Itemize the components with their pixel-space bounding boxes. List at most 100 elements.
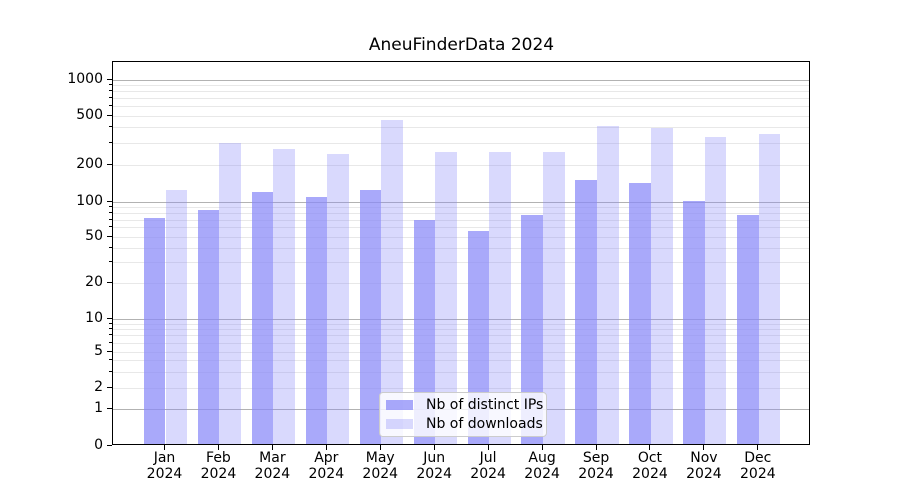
minor-gridline [113, 219, 809, 221]
y-minor-tick-mark [109, 350, 112, 352]
x-tick-mark [595, 445, 597, 450]
y-tick-mark [107, 78, 112, 80]
major-gridline [113, 79, 809, 81]
y-minor-tick-mark [109, 90, 112, 92]
minor-gridline [113, 262, 809, 264]
y-minor-tick-mark [109, 246, 112, 248]
x-tick-mark [379, 445, 381, 450]
y-tick-label: 5 [94, 343, 103, 359]
x-tick-mark [703, 445, 705, 450]
y-minor-tick-mark [109, 359, 112, 361]
x-tick-label: Jan 2024 [146, 450, 183, 482]
y-minor-tick-mark [109, 226, 112, 228]
bar-nb-of-distinct-ips-jul [467, 231, 490, 444]
minor-gridline [113, 164, 809, 166]
bar-nb-of-distinct-ips-dec [737, 215, 759, 444]
x-tick-label: Jul 2024 [470, 450, 506, 482]
bar-nb-of-downloads-dec [758, 133, 781, 444]
y-tick-label: 20 [85, 274, 103, 290]
minor-gridline [113, 236, 809, 238]
bar-nb-of-downloads-jun [435, 151, 457, 444]
x-tick-label: Aug 2024 [524, 450, 560, 482]
legend-item-downloads: Nb of downloads [386, 416, 543, 432]
x-tick-mark [541, 445, 543, 450]
y-tick-label: 100 [76, 193, 103, 209]
y-minor-tick-mark [109, 218, 112, 220]
y-tick-mark [107, 444, 112, 446]
minor-gridline [113, 227, 809, 229]
y-minor-tick-mark [109, 341, 112, 343]
minor-gridline [113, 387, 809, 389]
minor-gridline [113, 115, 809, 117]
bar-nb-of-distinct-ips-mar [251, 192, 274, 444]
minor-gridline [113, 282, 809, 284]
x-tick-mark [649, 445, 651, 450]
x-tick-mark [217, 445, 219, 450]
y-minor-tick-mark [109, 281, 112, 283]
minor-gridline [113, 360, 809, 362]
y-tick-label: 50 [85, 228, 103, 244]
y-minor-tick-mark [109, 334, 112, 336]
x-tick-label: Dec 2024 [740, 450, 776, 482]
bar-nb-of-distinct-ips-apr [305, 196, 328, 444]
y-tick-label: 2 [94, 379, 103, 395]
bar-nb-of-downloads-may [381, 120, 403, 444]
minor-gridline [113, 323, 809, 325]
y-minor-tick-mark [109, 261, 112, 263]
legend-label-distinct-ips: Nb of distinct IPs [426, 397, 544, 414]
y-minor-tick-mark [109, 205, 112, 207]
y-tick-label: 200 [76, 156, 103, 172]
x-tick-label: Nov 2024 [686, 450, 722, 482]
bar-nb-of-downloads-jul [489, 152, 511, 444]
minor-gridline [113, 98, 809, 100]
minor-gridline [113, 142, 809, 144]
y-minor-tick-mark [109, 211, 112, 213]
x-tick-mark [433, 445, 435, 450]
bar-nb-of-distinct-ips-nov [683, 200, 705, 444]
bar-nb-of-downloads-jan [165, 190, 188, 444]
legend: Nb of distinct IPs Nb of downloads [379, 392, 547, 437]
minor-gridline [113, 212, 809, 214]
y-tick-mark [107, 407, 112, 409]
y-minor-tick-mark [109, 386, 112, 388]
plot-canvas [113, 62, 809, 444]
minor-gridline [113, 342, 809, 344]
legend-item-distinct-ips: Nb of distinct IPs [386, 397, 543, 413]
legend-swatch-downloads [386, 418, 413, 429]
y-minor-tick-mark [109, 141, 112, 143]
bar-nb-of-distinct-ips-aug [521, 214, 544, 444]
y-tick-label: 1 [94, 400, 103, 416]
x-tick-mark [271, 445, 273, 450]
bar-nb-of-downloads-aug [543, 152, 565, 444]
minor-gridline [113, 91, 809, 93]
y-tick-label: 1000 [67, 71, 103, 87]
y-minor-tick-mark [109, 114, 112, 116]
y-tick-label: 10 [85, 310, 103, 326]
y-minor-tick-mark [109, 235, 112, 237]
x-tick-label: Feb 2024 [200, 450, 237, 482]
y-tick-label: 500 [76, 107, 103, 123]
bar-nb-of-downloads-apr [327, 154, 349, 444]
x-tick-mark [325, 445, 327, 450]
y-tick-mark [107, 317, 112, 319]
plot-area [112, 61, 810, 445]
x-tick-label: Oct 2024 [632, 450, 668, 482]
minor-gridline [113, 84, 809, 86]
x-tick-label: Apr 2024 [308, 450, 345, 482]
y-minor-tick-mark [109, 83, 112, 85]
bar-nb-of-distinct-ips-jan [143, 217, 166, 444]
y-minor-tick-mark [109, 322, 112, 324]
y-minor-tick-mark [109, 370, 112, 372]
bar-nb-of-distinct-ips-feb [197, 210, 220, 444]
bar-nb-of-downloads-nov [704, 137, 727, 444]
minor-gridline [113, 247, 809, 249]
legend-swatch-distinct-ips [386, 400, 413, 411]
bar-nb-of-distinct-ips-sep [575, 180, 597, 444]
y-minor-tick-mark [109, 97, 112, 99]
x-tick-mark [487, 445, 489, 450]
major-gridline [113, 318, 809, 320]
minor-gridline [113, 371, 809, 373]
minor-gridline [113, 351, 809, 353]
x-tick-mark [164, 445, 165, 450]
x-tick-label: May 2024 [362, 450, 399, 482]
